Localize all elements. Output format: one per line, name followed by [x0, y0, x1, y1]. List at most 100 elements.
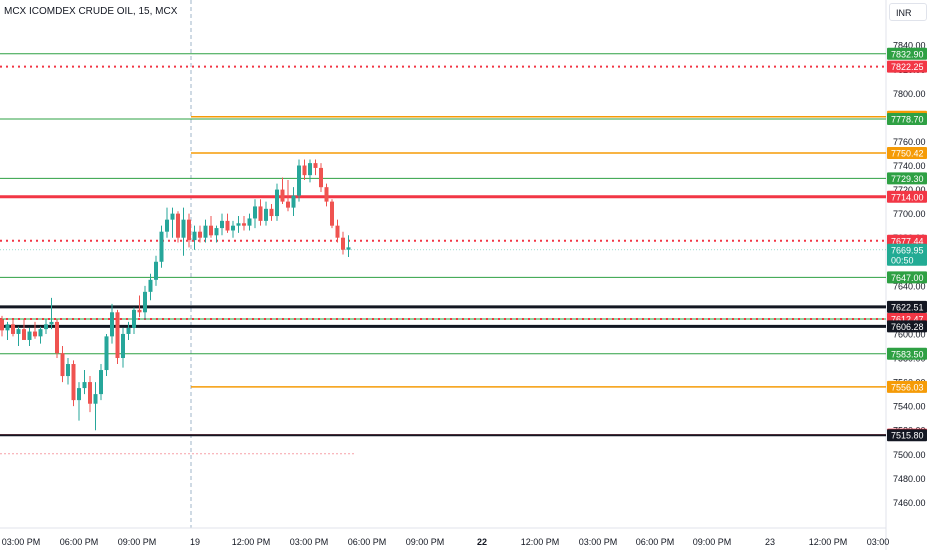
- level-price-label[interactable]: 7822.25: [887, 60, 927, 73]
- price-tick-label: 7460.00: [893, 498, 926, 508]
- level-price-badge: [887, 190, 927, 203]
- chart-grid: [0, 0, 887, 550]
- level-price-label[interactable]: 7714.00: [887, 190, 927, 203]
- candle-body: [209, 225, 213, 236]
- candle: [121, 327, 125, 368]
- candle: [346, 235, 351, 257]
- candle-body: [269, 208, 274, 217]
- candle: [132, 307, 136, 334]
- candle-body: [192, 231, 197, 241]
- candle-body: [231, 225, 235, 231]
- candle-body: [88, 382, 92, 404]
- level-price-label[interactable]: 7778.70: [887, 112, 927, 125]
- time-tick-label: 12:00 PM: [809, 537, 848, 547]
- candle-body: [38, 329, 43, 337]
- price-tick-label: 7600.00: [893, 329, 926, 339]
- price-tick-label: 7480.00: [893, 474, 926, 484]
- price-tick-label: 7540.00: [893, 402, 926, 412]
- candle: [302, 159, 307, 180]
- candle-body: [170, 213, 175, 220]
- candle: [247, 213, 252, 231]
- level-price-label[interactable]: 7677.44: [887, 234, 927, 247]
- candle: [38, 326, 43, 344]
- candle: [0, 315, 4, 337]
- candle-body: [247, 218, 252, 226]
- candle-body: [55, 321, 59, 354]
- candle: [286, 179, 290, 212]
- candle: [159, 225, 164, 268]
- level-price-label[interactable]: 7729.30: [887, 172, 927, 185]
- candle-body: [280, 189, 285, 202]
- chart-title: MCX ICOMDEX CRUDE OIL, 15, MCX: [4, 6, 178, 17]
- candle: [126, 321, 131, 340]
- candle: [71, 360, 76, 407]
- candle: [27, 327, 32, 346]
- candle: [82, 370, 87, 395]
- level-price-label[interactable]: 7515.80: [887, 429, 927, 442]
- candle: [225, 213, 230, 233]
- level-price-badge: [887, 429, 927, 442]
- level-price-badge: [887, 146, 927, 159]
- level-price-text: 7515.80: [891, 431, 924, 441]
- level-price-text: 7822.25: [891, 62, 924, 72]
- candle-body: [187, 219, 191, 241]
- time-tick-label: 19: [190, 537, 200, 547]
- candle-body: [291, 195, 296, 208]
- level-price-text: 7729.30: [891, 174, 924, 184]
- candle: [143, 285, 147, 320]
- candle: [231, 220, 235, 238]
- level-price-label[interactable]: 7832.90: [887, 47, 927, 60]
- candle-body: [44, 324, 48, 330]
- level-price-badge: [887, 47, 927, 60]
- candle-body: [198, 231, 202, 238]
- candle-body: [236, 223, 241, 226]
- candle-body: [242, 223, 246, 226]
- time-tick-label: 06:00 PM: [636, 537, 675, 547]
- candle: [198, 225, 202, 243]
- level-price-badge: [887, 112, 927, 125]
- level-price-label[interactable]: 7606.28: [887, 320, 927, 333]
- candle: [22, 319, 26, 340]
- candle: [209, 216, 213, 238]
- candle: [77, 382, 81, 421]
- candle: [44, 319, 48, 334]
- candle: [104, 333, 109, 377]
- bar-countdown: 00:50: [891, 255, 914, 265]
- level-price-text: 7677.44: [891, 236, 924, 246]
- candle: [220, 213, 224, 236]
- candle: [335, 219, 340, 243]
- candle: [214, 225, 219, 243]
- candle-body: [181, 219, 186, 238]
- candle-body: [77, 388, 81, 401]
- candle: [313, 159, 318, 176]
- level-price-text: 7714.00: [891, 192, 924, 202]
- candle-body: [220, 220, 224, 229]
- time-tick-label: 03:00: [867, 537, 890, 547]
- level-price-text: 7583.50: [891, 349, 924, 359]
- currency-selector[interactable]: INR: [889, 3, 927, 21]
- candle: [154, 255, 158, 286]
- level-price-label[interactable]: 7583.50: [887, 347, 927, 360]
- candle: [258, 199, 263, 226]
- level-price-text: 7606.28: [891, 322, 924, 332]
- candle: [11, 319, 15, 337]
- candle: [308, 159, 312, 183]
- price-tick-label: 7700.00: [893, 209, 926, 219]
- candle-body: [313, 163, 318, 168]
- candle-body: [11, 324, 15, 334]
- level-price-label[interactable]: 7556.03: [887, 380, 927, 393]
- level-price-label[interactable]: 7647.00: [887, 271, 927, 284]
- candle-body: [286, 201, 290, 208]
- level-price-text: 7556.03: [891, 382, 924, 392]
- price-tick-label: 7640.00: [893, 281, 926, 291]
- time-tick-label: 03:00 PM: [2, 537, 41, 547]
- level-price-label[interactable]: 7750.42: [887, 146, 927, 159]
- level-price-label[interactable]: 7622.51: [887, 300, 927, 313]
- time-tick-label: 03:00 PM: [579, 537, 618, 547]
- candle: [242, 216, 246, 231]
- candle-body: [203, 225, 208, 238]
- candle-body: [214, 228, 219, 236]
- time-axis[interactable]: 03:00 PM 06:00 PM 09:00 PM 19 12:00 PM 03:00 …: [2, 537, 890, 547]
